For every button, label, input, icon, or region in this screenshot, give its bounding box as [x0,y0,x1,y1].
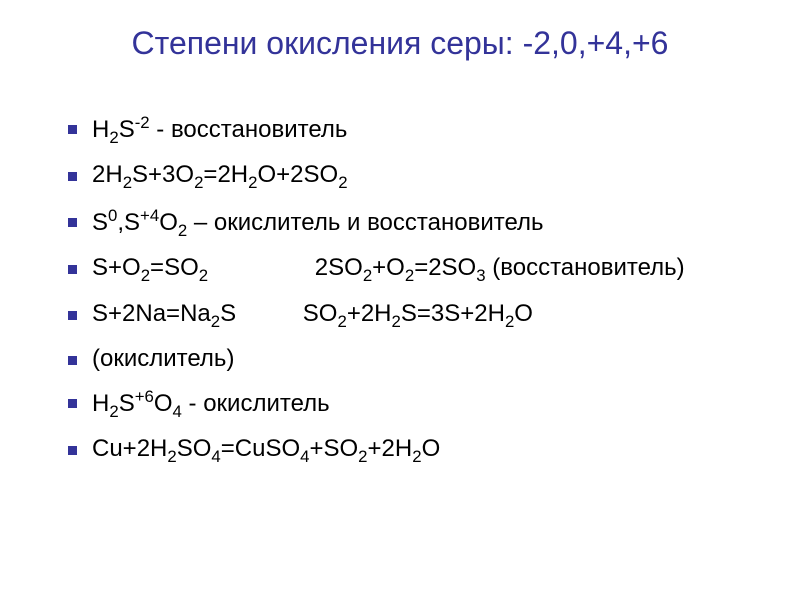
bullet-text: (окислитель) [92,343,760,375]
bullet-text: S+2Na=Na2S SO2+2H2S=3S+2H2O [92,298,760,333]
bullet-marker-icon [68,265,77,274]
bullet-marker-icon [68,218,77,227]
list-item: Cu+2H2SO4=CuSO4+SO2+2H2O [68,433,760,468]
list-item: H2S+6O4 - окислитель [68,386,760,423]
bullet-text: S+O2=SO2 2SO2+O2=2SO3 (восстановитель) [92,252,760,287]
list-item: (окислитель) [68,343,760,375]
list-item: 2H2S+3O2=2H2O+2SO2 [68,159,760,194]
bullet-marker-icon [68,125,77,134]
list-item: S+O2=SO2 2SO2+O2=2SO3 (восстановитель) [68,252,760,287]
bullet-marker-icon [68,311,77,320]
bullet-text: 2H2S+3O2=2H2O+2SO2 [92,159,760,194]
slide-title: Степени окисления серы: -2,0,+4,+6 [40,25,760,62]
bullet-marker-icon [68,399,77,408]
bullet-marker-icon [68,356,77,365]
list-item: S+2Na=Na2S SO2+2H2S=3S+2H2O [68,298,760,333]
bullet-text: H2S+6O4 - окислитель [92,386,760,423]
list-item: S0,S+4O2 – окислитель и восстановитель [68,205,760,242]
list-item: H2S-2 - восстановитель [68,112,760,149]
bullet-list: H2S-2 - восстановитель 2H2S+3O2=2H2O+2SO… [40,112,760,469]
bullet-marker-icon [68,446,77,455]
bullet-text: S0,S+4O2 – окислитель и восстановитель [92,205,760,242]
bullet-text: Cu+2H2SO4=CuSO4+SO2+2H2O [92,433,760,468]
bullet-text: H2S-2 - восстановитель [92,112,760,149]
bullet-marker-icon [68,172,77,181]
